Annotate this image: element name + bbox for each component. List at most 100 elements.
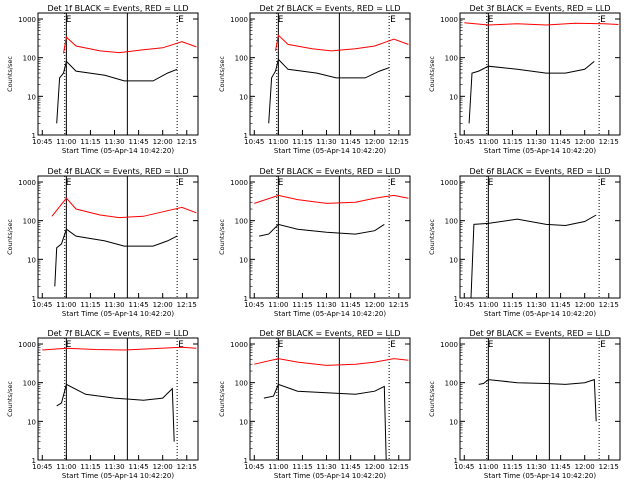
events-series-line xyxy=(470,214,597,299)
y-tick-label: 10 xyxy=(449,93,458,101)
x-tick-label: 11:00 xyxy=(268,301,288,309)
panel-title: Det 3f BLACK = Events, RED = LLD xyxy=(469,4,610,13)
x-tick-label: 12:15 xyxy=(389,138,409,146)
marker-label: E xyxy=(488,340,494,350)
y-tick-label: 10 xyxy=(27,93,36,101)
lld-series-line xyxy=(464,22,619,26)
marker-label: E xyxy=(600,340,606,350)
x-tick-label: 11:00 xyxy=(56,138,76,146)
x-tick-label: 12:15 xyxy=(599,301,619,309)
y-tick-label: 10 xyxy=(449,418,458,426)
detector-panel-9: Det 9f BLACK = Events, RED = LLD 1 10 100 10… xyxy=(428,329,621,480)
y-tick-label: 1 xyxy=(32,295,36,303)
x-tick-label: 11:45 xyxy=(551,138,571,146)
marker-label: E xyxy=(178,178,184,188)
events-series-line xyxy=(56,60,178,124)
y-tick-label: 1 xyxy=(454,132,458,140)
y-tick-label: 100 xyxy=(23,218,36,226)
x-tick-label: 11:45 xyxy=(551,463,571,471)
x-axis-label: Start Time (05-Apr-14 10:42:20) xyxy=(62,147,174,155)
marker-label: E xyxy=(66,178,72,188)
x-tick-label: 12:00 xyxy=(365,138,385,146)
x-tick-label: 11:15 xyxy=(292,463,312,471)
panel-title: Det 4f BLACK = Events, RED = LLD xyxy=(47,167,188,176)
x-tick-label: 10:45 xyxy=(244,138,264,146)
x-tick-label: 11:00 xyxy=(478,463,498,471)
y-axis-label: Counts/sec xyxy=(218,219,226,255)
x-tick-label: 11:00 xyxy=(56,301,76,309)
y-axis-label: Counts/sec xyxy=(6,219,14,255)
marker-label: E xyxy=(66,340,72,350)
detector-panel-1: Det 1f BLACK = Events, RED = LLD 1 10 100 10… xyxy=(6,4,199,155)
plot-frame xyxy=(459,12,621,136)
x-tick-label: 12:00 xyxy=(575,463,595,471)
detector-panel-2: Det 2f BLACK = Events, RED = LLD 1 10 100 10… xyxy=(218,4,411,155)
x-tick-label: 12:15 xyxy=(599,138,619,146)
plot-frame xyxy=(37,175,199,299)
x-tick-label: 11:00 xyxy=(268,138,288,146)
y-tick-label: 1 xyxy=(244,457,248,465)
panel-title: Det 7f BLACK = Events, RED = LLD xyxy=(47,329,188,338)
panel-title: Det 6f BLACK = Events, RED = LLD xyxy=(469,167,610,176)
lld-series-line xyxy=(63,36,197,54)
x-tick-label: 12:00 xyxy=(365,463,385,471)
marker-label: E xyxy=(390,15,396,25)
x-tick-label: 11:30 xyxy=(316,138,336,146)
y-tick-label: 10 xyxy=(239,256,248,264)
y-axis-label: Counts/sec xyxy=(428,56,436,92)
x-tick-label: 10:45 xyxy=(454,301,474,309)
x-tick-label: 11:45 xyxy=(341,463,361,471)
y-tick-label: 100 xyxy=(235,55,248,63)
marker-label: E xyxy=(278,340,284,350)
x-tick-label: 12:00 xyxy=(575,138,595,146)
y-tick-label: 10 xyxy=(239,93,248,101)
panel-title: Det 8f BLACK = Events, RED = LLD xyxy=(259,329,400,338)
x-tick-label: 11:00 xyxy=(268,463,288,471)
x-tick-label: 10:45 xyxy=(454,138,474,146)
y-axis-label: Counts/sec xyxy=(428,381,436,417)
x-axis-label: Start Time (05-Apr-14 10:42:20) xyxy=(274,310,386,318)
marker-label: E xyxy=(66,15,72,25)
x-tick-label: 11:45 xyxy=(341,138,361,146)
x-tick-label: 12:15 xyxy=(177,138,197,146)
x-tick-label: 12:15 xyxy=(177,463,197,471)
x-tick-label: 11:30 xyxy=(526,138,546,146)
x-axis-label: Start Time (05-Apr-14 10:42:20) xyxy=(484,310,596,318)
y-tick-label: 1000 xyxy=(230,341,248,349)
x-tick-label: 11:45 xyxy=(129,138,149,146)
events-series-line xyxy=(54,228,178,287)
x-tick-label: 10:45 xyxy=(244,301,264,309)
marker-label: E xyxy=(278,178,284,188)
lld-series-line xyxy=(254,358,409,366)
x-tick-label: 12:00 xyxy=(365,301,385,309)
marker-label: E xyxy=(278,15,284,25)
x-tick-label: 11:30 xyxy=(316,301,336,309)
plot-frame xyxy=(249,12,411,136)
x-tick-label: 11:15 xyxy=(502,138,522,146)
x-tick-label: 10:45 xyxy=(32,138,52,146)
x-tick-label: 11:15 xyxy=(502,463,522,471)
marker-label: E xyxy=(600,178,606,188)
y-tick-label: 1 xyxy=(32,457,36,465)
panel-title: Det 2f BLACK = Events, RED = LLD xyxy=(259,4,400,13)
plot-frame xyxy=(249,175,411,299)
y-tick-label: 10 xyxy=(27,256,36,264)
x-tick-label: 11:30 xyxy=(316,463,336,471)
marker-label: E xyxy=(488,178,494,188)
y-axis-label: Counts/sec xyxy=(6,381,14,417)
x-axis-label: Start Time (05-Apr-14 10:42:20) xyxy=(62,472,174,480)
marker-label: E xyxy=(178,15,184,25)
lld-series-line xyxy=(275,34,409,52)
x-tick-label: 11:45 xyxy=(341,301,361,309)
marker-label: E xyxy=(390,178,396,188)
x-tick-label: 10:45 xyxy=(32,301,52,309)
y-tick-label: 1000 xyxy=(440,16,458,24)
y-tick-label: 100 xyxy=(23,380,36,388)
lld-series-line xyxy=(42,346,197,351)
y-tick-label: 100 xyxy=(445,218,458,226)
x-tick-label: 11:00 xyxy=(478,301,498,309)
x-tick-label: 11:15 xyxy=(80,138,100,146)
plot-frame xyxy=(459,337,621,461)
x-tick-label: 11:00 xyxy=(478,138,498,146)
events-series-line xyxy=(263,383,387,461)
